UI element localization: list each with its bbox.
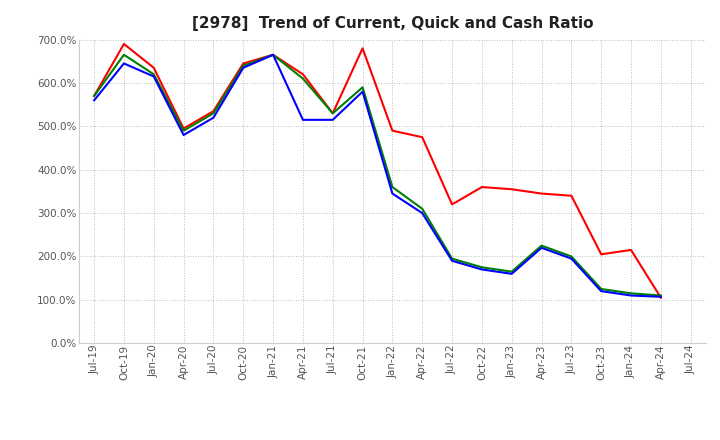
Cash Ratio [150,74,158,79]
Quick Ratio [328,111,337,116]
Cash Ratio [418,210,426,216]
Current Ratio [328,111,337,116]
Cash Ratio [269,52,277,57]
Current Ratio [120,41,128,47]
Cash Ratio [626,293,635,298]
Current Ratio [657,295,665,300]
Current Ratio [418,135,426,140]
Quick Ratio [567,254,576,259]
Current Ratio [508,187,516,192]
Current Ratio [448,202,456,207]
Cash Ratio [120,61,128,66]
Quick Ratio [269,52,277,57]
Current Ratio [90,93,99,99]
Quick Ratio [150,72,158,77]
Quick Ratio [626,291,635,296]
Line: Cash Ratio: Cash Ratio [94,55,661,297]
Cash Ratio [359,89,367,94]
Current Ratio [597,252,606,257]
Cash Ratio [448,258,456,264]
Quick Ratio [359,84,367,90]
Current Ratio [299,72,307,77]
Cash Ratio [657,294,665,300]
Quick Ratio [537,243,546,248]
Cash Ratio [567,256,576,261]
Current Ratio [269,52,277,57]
Current Ratio [477,184,486,190]
Quick Ratio [418,206,426,211]
Quick Ratio [448,256,456,261]
Line: Quick Ratio: Quick Ratio [94,55,661,296]
Cash Ratio [209,115,217,120]
Current Ratio [359,46,367,51]
Quick Ratio [179,128,188,133]
Quick Ratio [508,269,516,274]
Cash Ratio [597,289,606,294]
Current Ratio [567,193,576,198]
Quick Ratio [90,93,99,99]
Cash Ratio [179,132,188,138]
Cash Ratio [328,117,337,122]
Cash Ratio [537,245,546,250]
Current Ratio [150,65,158,70]
Cash Ratio [388,191,397,196]
Cash Ratio [477,267,486,272]
Quick Ratio [388,184,397,190]
Current Ratio [626,247,635,253]
Current Ratio [179,126,188,131]
Quick Ratio [120,52,128,57]
Current Ratio [537,191,546,196]
Quick Ratio [477,264,486,270]
Quick Ratio [239,63,248,68]
Title: [2978]  Trend of Current, Quick and Cash Ratio: [2978] Trend of Current, Quick and Cash … [192,16,593,32]
Current Ratio [209,109,217,114]
Line: Current Ratio: Current Ratio [94,44,661,297]
Current Ratio [239,61,248,66]
Quick Ratio [657,293,665,298]
Quick Ratio [597,286,606,292]
Cash Ratio [239,65,248,70]
Cash Ratio [508,271,516,276]
Cash Ratio [299,117,307,122]
Quick Ratio [299,76,307,81]
Current Ratio [388,128,397,133]
Cash Ratio [90,98,99,103]
Quick Ratio [209,111,217,116]
